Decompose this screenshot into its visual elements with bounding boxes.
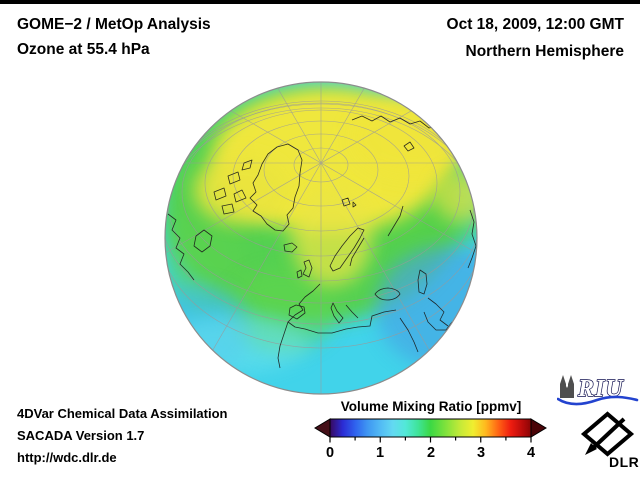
dlr-logo: DLR	[580, 411, 639, 470]
top-black-bar	[0, 0, 640, 4]
colorbar-tick-label: 2	[426, 445, 436, 461]
rhine-wave-icon	[557, 395, 639, 406]
credit-line-url: http://wdc.dlr.de	[17, 450, 117, 465]
pressure-level-label: Ozone at 55.4 hPa	[17, 41, 150, 58]
datetime-label: Oct 18, 2009, 12:00 GMT	[446, 16, 624, 33]
credit-line-assimilation: 4DVar Chemical Data Assimilation	[17, 406, 228, 421]
dlr-emblem-icon	[580, 411, 635, 457]
colorbar-gradient	[329, 418, 532, 438]
colorbar-left-arrow	[314, 418, 331, 438]
colorbar	[314, 418, 547, 443]
colorbar-tick-label: 3	[476, 445, 486, 461]
colorbar-tick-label: 1	[375, 445, 385, 461]
coastlines	[167, 115, 477, 369]
credit-line-version: SACADA Version 1.7	[17, 428, 145, 443]
riu-logo: RIU	[557, 375, 639, 406]
cathedral-icon	[560, 375, 574, 398]
colorbar-tick-label: 4	[526, 445, 536, 461]
colorbar-title: Volume Mixing Ratio [ppmv]	[340, 399, 522, 414]
ozone-field	[165, 82, 477, 394]
colorbar-tick-label: 0	[325, 445, 335, 461]
hemisphere-label: Northern Hemisphere	[465, 43, 624, 60]
dlr-wordmark: DLR	[609, 454, 639, 470]
globe-outline	[164, 81, 478, 395]
product-title: GOME−2 / MetOp Analysis	[17, 16, 211, 33]
colorbar-right-arrow	[530, 418, 547, 438]
colorbar-ticks	[329, 437, 532, 443]
